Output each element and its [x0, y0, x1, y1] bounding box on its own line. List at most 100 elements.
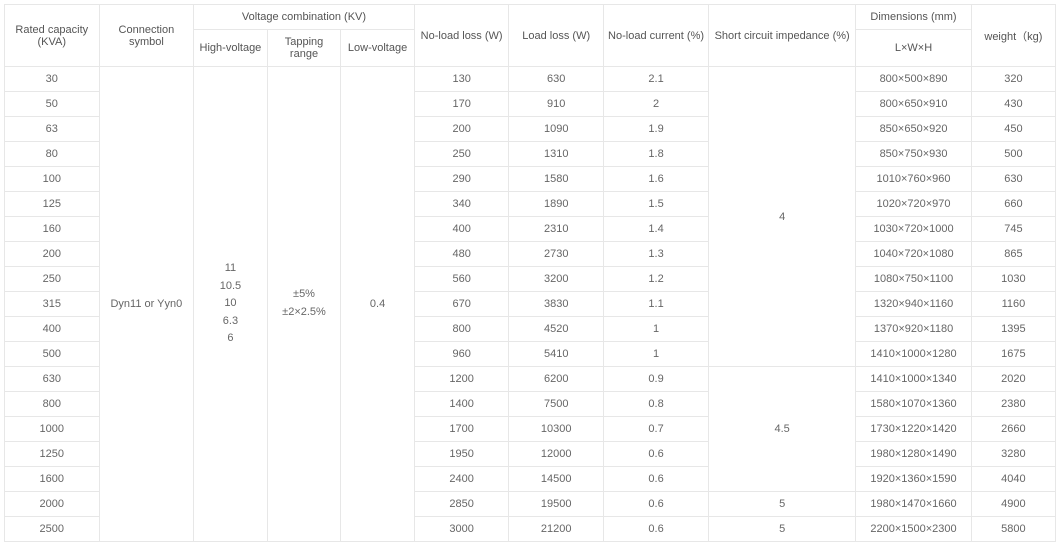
cell-impedance: 5	[709, 517, 856, 542]
cell-load-loss: 630	[509, 67, 604, 92]
cell-capacity: 63	[5, 117, 100, 142]
col-dimensions: Dimensions (mm)	[856, 5, 972, 30]
cell-dimensions: 1920×1360×1590	[856, 467, 972, 492]
cell-no-load-loss: 960	[414, 342, 509, 367]
cell-no-load-current: 1.3	[604, 242, 709, 267]
cell-load-loss: 1580	[509, 167, 604, 192]
col-dimensions-sub: L×W×H	[856, 30, 972, 67]
cell-no-load-loss: 800	[414, 317, 509, 342]
cell-load-loss: 6200	[509, 367, 604, 392]
cell-no-load-loss: 560	[414, 267, 509, 292]
cell-no-load-current: 1.5	[604, 192, 709, 217]
cell-no-load-loss: 130	[414, 67, 509, 92]
cell-no-load-loss: 480	[414, 242, 509, 267]
cell-dimensions: 1580×1070×1360	[856, 392, 972, 417]
cell-tapping-range: ±5%±2×2.5%	[267, 67, 341, 542]
cell-load-loss: 1310	[509, 142, 604, 167]
cell-load-loss: 3830	[509, 292, 604, 317]
header-row-1: Rated capacity (KVA) Connection symbol V…	[5, 5, 1056, 30]
cell-capacity: 630	[5, 367, 100, 392]
cell-capacity: 2000	[5, 492, 100, 517]
cell-weight: 1030	[971, 267, 1055, 292]
cell-impedance: 5	[709, 492, 856, 517]
col-voltage-combination: Voltage combination (KV)	[194, 5, 415, 30]
cell-no-load-loss: 290	[414, 167, 509, 192]
cell-dimensions: 1370×920×1180	[856, 317, 972, 342]
cell-capacity: 315	[5, 292, 100, 317]
table-body: 30Dyn11 or Yyn01110.5106.36±5%±2×2.5%0.4…	[5, 67, 1056, 542]
cell-dimensions: 1030×720×1000	[856, 217, 972, 242]
cell-capacity: 100	[5, 167, 100, 192]
col-short-circuit-impedance: Short circuit impedance (%)	[709, 5, 856, 67]
cell-no-load-loss: 3000	[414, 517, 509, 542]
cell-weight: 5800	[971, 517, 1055, 542]
cell-dimensions: 1730×1220×1420	[856, 417, 972, 442]
cell-weight: 2660	[971, 417, 1055, 442]
cell-no-load-current: 1	[604, 342, 709, 367]
col-tapping-range: Tapping range	[267, 30, 341, 67]
transformer-spec-table: Rated capacity (KVA) Connection symbol V…	[4, 4, 1056, 542]
cell-capacity: 500	[5, 342, 100, 367]
cell-load-loss: 1090	[509, 117, 604, 142]
cell-no-load-loss: 2850	[414, 492, 509, 517]
cell-capacity: 125	[5, 192, 100, 217]
cell-weight: 4900	[971, 492, 1055, 517]
cell-no-load-current: 0.8	[604, 392, 709, 417]
cell-no-load-current: 1.4	[604, 217, 709, 242]
col-no-load-loss: No-load loss (W)	[414, 5, 509, 67]
cell-capacity: 160	[5, 217, 100, 242]
cell-weight: 660	[971, 192, 1055, 217]
cell-no-load-current: 1.8	[604, 142, 709, 167]
cell-dimensions: 2200×1500×2300	[856, 517, 972, 542]
cell-no-load-loss: 170	[414, 92, 509, 117]
cell-no-load-loss: 1200	[414, 367, 509, 392]
cell-weight: 450	[971, 117, 1055, 142]
cell-load-loss: 21200	[509, 517, 604, 542]
cell-load-loss: 14500	[509, 467, 604, 492]
cell-high-voltage: 1110.5106.36	[194, 67, 268, 542]
cell-no-load-loss: 250	[414, 142, 509, 167]
cell-no-load-loss: 1400	[414, 392, 509, 417]
cell-dimensions: 1980×1280×1490	[856, 442, 972, 467]
col-low-voltage: Low-voltage	[341, 30, 415, 67]
cell-weight: 745	[971, 217, 1055, 242]
cell-load-loss: 2310	[509, 217, 604, 242]
cell-weight: 865	[971, 242, 1055, 267]
cell-no-load-loss: 400	[414, 217, 509, 242]
cell-dimensions: 1410×1000×1340	[856, 367, 972, 392]
cell-no-load-current: 0.6	[604, 517, 709, 542]
cell-connection-symbol: Dyn11 or Yyn0	[99, 67, 194, 542]
cell-capacity: 80	[5, 142, 100, 167]
cell-weight: 1675	[971, 342, 1055, 367]
cell-no-load-current: 0.7	[604, 417, 709, 442]
cell-dimensions: 1980×1470×1660	[856, 492, 972, 517]
cell-weight: 2380	[971, 392, 1055, 417]
cell-low-voltage: 0.4	[341, 67, 415, 542]
cell-no-load-current: 0.6	[604, 467, 709, 492]
cell-no-load-loss: 340	[414, 192, 509, 217]
cell-weight: 3280	[971, 442, 1055, 467]
cell-weight: 4040	[971, 467, 1055, 492]
cell-capacity: 1250	[5, 442, 100, 467]
cell-capacity: 2500	[5, 517, 100, 542]
cell-dimensions: 1410×1000×1280	[856, 342, 972, 367]
col-load-loss: Load loss (W)	[509, 5, 604, 67]
cell-no-load-current: 1.6	[604, 167, 709, 192]
cell-load-loss: 2730	[509, 242, 604, 267]
cell-no-load-current: 2	[604, 92, 709, 117]
cell-no-load-current: 2.1	[604, 67, 709, 92]
cell-weight: 500	[971, 142, 1055, 167]
cell-weight: 1160	[971, 292, 1055, 317]
cell-dimensions: 1020×720×970	[856, 192, 972, 217]
cell-load-loss: 12000	[509, 442, 604, 467]
cell-weight: 630	[971, 167, 1055, 192]
cell-load-loss: 19500	[509, 492, 604, 517]
cell-weight: 2020	[971, 367, 1055, 392]
cell-load-loss: 4520	[509, 317, 604, 342]
cell-capacity: 1000	[5, 417, 100, 442]
cell-dimensions: 850×750×930	[856, 142, 972, 167]
cell-load-loss: 7500	[509, 392, 604, 417]
cell-no-load-current: 1	[604, 317, 709, 342]
col-weight: weight（kg)	[971, 5, 1055, 67]
cell-load-loss: 10300	[509, 417, 604, 442]
